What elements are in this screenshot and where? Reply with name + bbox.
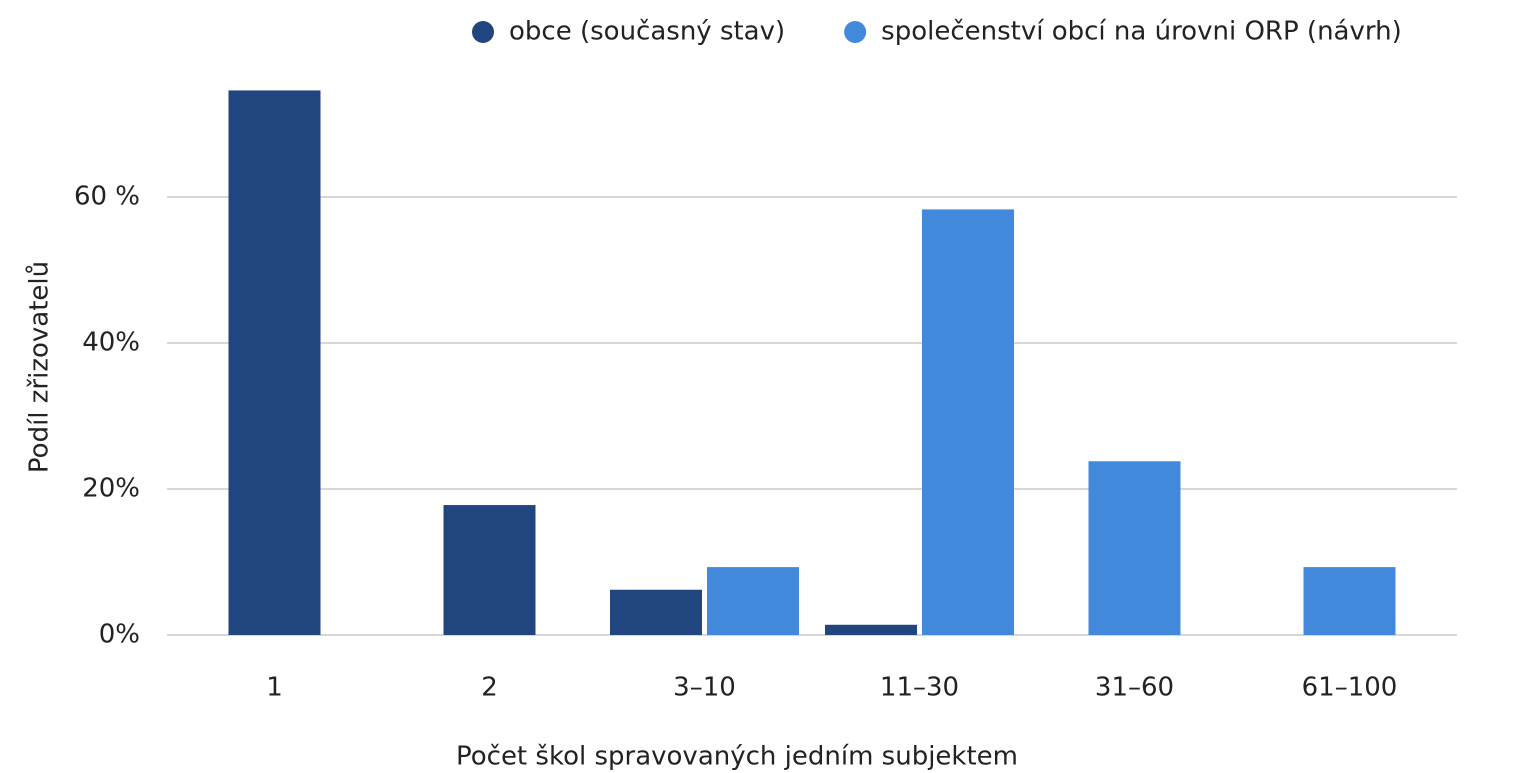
bar xyxy=(1088,461,1181,635)
x-tick-label: 31–60 xyxy=(1095,673,1174,703)
y-axis-title: Podíl zřizovatelů xyxy=(25,261,55,473)
x-axis-title: Počet škol spravovaných jedním subjektem xyxy=(456,742,1018,772)
x-tick-label: 11–30 xyxy=(880,673,959,703)
legend-swatch xyxy=(472,21,494,43)
legend-label: obce (současný stav) xyxy=(509,17,785,47)
bar xyxy=(228,90,321,636)
bar xyxy=(1303,567,1396,635)
bar xyxy=(707,567,799,635)
y-tick-label: 0% xyxy=(99,620,140,650)
legend-label: společenství obcí na úrovni ORP (návrh) xyxy=(881,17,1402,47)
x-tick-label: 61–100 xyxy=(1302,673,1398,703)
legend-swatch xyxy=(844,21,867,43)
bar xyxy=(610,589,702,635)
x-tick-label: 3–10 xyxy=(673,673,736,703)
y-tick-label: 60 % xyxy=(74,182,140,212)
y-tick-label: 20% xyxy=(82,474,140,504)
bar xyxy=(825,624,917,635)
x-tick-label: 2 xyxy=(481,673,498,703)
x-tick-label: 1 xyxy=(266,673,283,703)
y-tick-label: 40% xyxy=(82,328,140,358)
bar xyxy=(443,505,536,635)
bar xyxy=(922,209,1014,635)
